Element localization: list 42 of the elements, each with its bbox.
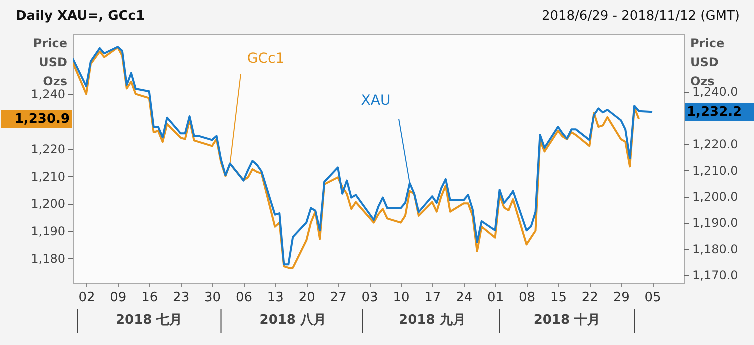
x-tick-label: 22 bbox=[582, 290, 598, 306]
x-tick-label: 27 bbox=[330, 290, 347, 306]
x2-tick-label: 2018 九月 bbox=[399, 313, 466, 328]
x-tick-label: 10 bbox=[393, 290, 410, 306]
text: XAU bbox=[361, 93, 391, 109]
y-tick-label: 1,210 bbox=[31, 170, 66, 184]
x-tick-label: 03 bbox=[362, 290, 378, 306]
x-tick-label: 30 bbox=[204, 290, 222, 306]
y2-tick-label: 1,180.0 bbox=[692, 242, 738, 256]
x-tick-label: 09 bbox=[110, 290, 127, 306]
y-tick-label: 1,240 bbox=[31, 88, 66, 102]
y-tick-label: 1,190 bbox=[31, 224, 66, 239]
x-tick-label: 05 bbox=[644, 290, 662, 306]
y-axis-title: Price USD Ozs bbox=[33, 36, 68, 88]
x2-tick-label: 2018 七月 bbox=[116, 313, 183, 328]
text: GCc1 bbox=[247, 51, 285, 67]
y2-tick-label: 1,190.0 bbox=[692, 216, 738, 230]
x-tick-label: 24 bbox=[456, 290, 473, 306]
y2-tick-label: 1,220.0 bbox=[692, 138, 738, 152]
y2-tick-label: 1,200.0 bbox=[692, 190, 738, 204]
y-tick-label: 1,220 bbox=[31, 142, 66, 156]
y2-tick-label: 1,210.0 bbox=[692, 164, 738, 178]
chart-title: Daily XAU=, GCc1 bbox=[16, 9, 146, 24]
x-tick-label: 13 bbox=[267, 290, 284, 306]
text: 1,232.2 bbox=[687, 105, 742, 120]
x-tick-label: 16 bbox=[142, 290, 158, 306]
x-tick-label: 06 bbox=[236, 290, 252, 306]
y2-tick-label: 1,170.0 bbox=[692, 268, 738, 283]
y-tick-label: 1,200 bbox=[31, 197, 66, 212]
text: 1,230.9 bbox=[14, 112, 70, 128]
x-tick-label: 15 bbox=[550, 290, 567, 306]
y-tick-label: 1,180 bbox=[31, 252, 66, 266]
x2-tick-label: 2018 十月 bbox=[534, 313, 601, 328]
x-tick-label: 29 bbox=[613, 290, 630, 306]
x2-tick-label: 2018 八月 bbox=[260, 313, 326, 328]
x-tick-label: 02 bbox=[78, 290, 96, 306]
x-tick-label: 20 bbox=[298, 290, 316, 306]
x-tick-label: 23 bbox=[173, 290, 190, 306]
x-tick-label: 17 bbox=[424, 290, 442, 306]
x-tick-label: 01 bbox=[488, 290, 504, 306]
chart-subtitle: 2018/6/29 - 2018/11/12 (GMT) bbox=[542, 9, 740, 24]
x-tick-label: 08 bbox=[518, 290, 536, 306]
